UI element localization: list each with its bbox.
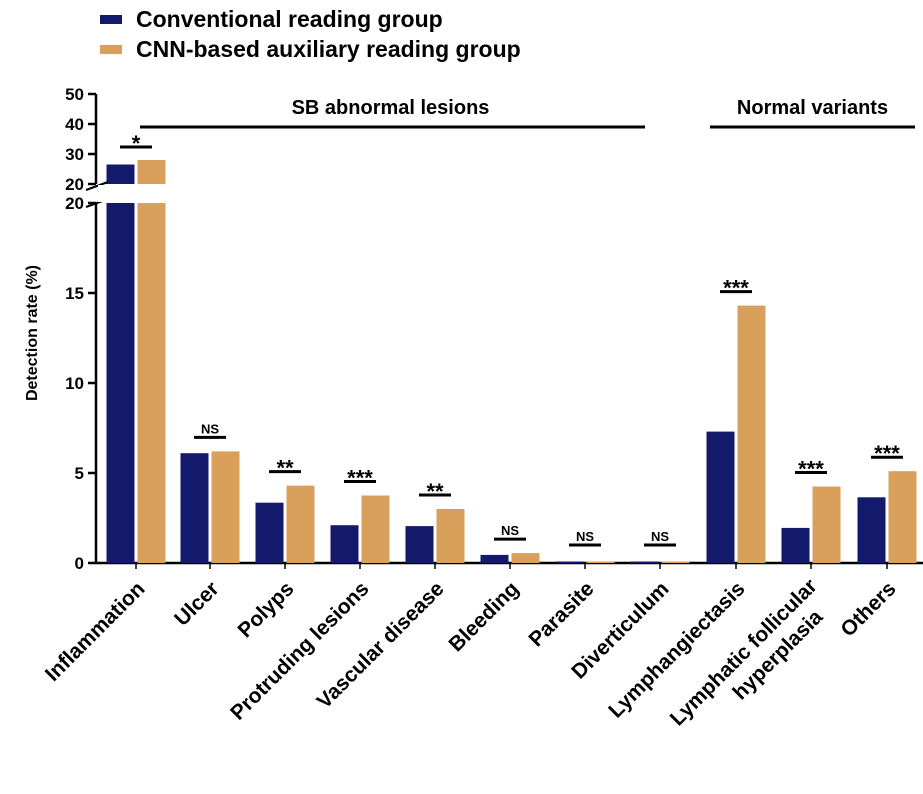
- y-tick-label: 50: [65, 85, 84, 104]
- x-category-label-line: Bleeding: [445, 577, 524, 656]
- y-tick-label: 5: [75, 464, 84, 483]
- x-category-label: Bleeding: [445, 577, 524, 656]
- bar-conventional: [106, 203, 135, 563]
- significance-label: **: [426, 479, 444, 504]
- x-category-label-line: Others: [836, 577, 900, 641]
- y-tick-label: 30: [65, 145, 84, 164]
- axis-break-mark: [85, 181, 109, 191]
- significance-label: ***: [347, 466, 373, 491]
- x-category-label: Parasite: [524, 577, 598, 651]
- significance-label: *: [132, 131, 141, 156]
- x-category-label-line: Vascular disease: [313, 577, 449, 713]
- significance-label: **: [276, 456, 294, 481]
- significance-label: NS: [201, 421, 219, 436]
- bar-conventional: [255, 502, 284, 563]
- y-tick-label: 0: [75, 554, 84, 573]
- x-category-label: Protruding lesions: [226, 577, 373, 724]
- x-category-label: Others: [836, 577, 900, 641]
- significance-label: NS: [651, 529, 669, 544]
- y-tick-label: 15: [65, 284, 84, 303]
- bar-cnn: [361, 495, 390, 563]
- bar-conventional: [781, 527, 810, 563]
- bar-cnn: [737, 305, 766, 563]
- x-category-label: Polyps: [234, 577, 299, 642]
- x-category-label-line: Inflammation: [41, 577, 150, 686]
- x-category-label-line: Protruding lesions: [226, 577, 373, 724]
- legend-label-cnn: CNN-based auxiliary reading group: [136, 35, 521, 62]
- y-tick-label: 20: [65, 194, 84, 213]
- bar-conventional: [857, 497, 886, 563]
- y-tick-label: 40: [65, 115, 84, 134]
- y-tick-label: 10: [65, 374, 84, 393]
- significance-label: ***: [723, 276, 749, 301]
- bar-cnn: [661, 561, 690, 563]
- chart-legend: Conventional reading group CNN-based aux…: [100, 4, 521, 64]
- bar-conventional: [706, 431, 735, 563]
- axis-break-gap: [98, 185, 172, 202]
- significance-label: ***: [798, 457, 824, 482]
- x-category-label: Lymphangiectasis: [604, 577, 749, 722]
- x-category-label-line: Ulcer: [170, 577, 223, 630]
- y-axis-title: Detection rate (%): [24, 265, 41, 401]
- bar-cnn: [888, 471, 917, 563]
- x-category-label: Inflammation: [41, 577, 150, 686]
- group-label: SB abnormal lesions: [292, 97, 490, 119]
- legend-swatch-cnn: [100, 44, 122, 54]
- x-category-label-line: Lymphangiectasis: [604, 577, 749, 722]
- legend-item-cnn: CNN-based auxiliary reading group: [100, 34, 521, 64]
- x-category-label: Lymphatic follicularhyperplasia: [666, 574, 840, 748]
- legend-label-conventional: Conventional reading group: [136, 5, 443, 32]
- legend-swatch-conventional: [100, 14, 122, 24]
- legend-item-conventional: Conventional reading group: [100, 4, 521, 34]
- x-category-label: Ulcer: [170, 577, 223, 630]
- significance-label: ***: [874, 441, 900, 466]
- bar-cnn: [586, 561, 615, 563]
- bar-cnn: [211, 451, 240, 563]
- x-category-label-line: Parasite: [524, 577, 598, 651]
- bar-conventional: [180, 453, 209, 563]
- bar-conventional-upper: [106, 164, 135, 184]
- bar-cnn-upper: [137, 160, 166, 184]
- y-tick-label: 20: [65, 175, 84, 194]
- bar-conventional: [330, 525, 359, 563]
- x-category-label-line: Polyps: [234, 577, 299, 642]
- bar-conventional: [630, 561, 659, 563]
- bar-cnn: [812, 486, 841, 563]
- x-category-label: Vascular disease: [313, 577, 449, 713]
- significance-label: NS: [576, 529, 594, 544]
- bar-cnn: [286, 485, 315, 563]
- bar-conventional: [405, 526, 434, 563]
- group-label: Normal variants: [737, 97, 888, 119]
- bar-cnn: [511, 553, 540, 563]
- bar-cnn: [436, 509, 465, 563]
- bar-conventional: [480, 554, 509, 563]
- significance-label: NS: [501, 523, 519, 538]
- bar-conventional: [555, 561, 584, 563]
- bar-cnn: [137, 203, 166, 563]
